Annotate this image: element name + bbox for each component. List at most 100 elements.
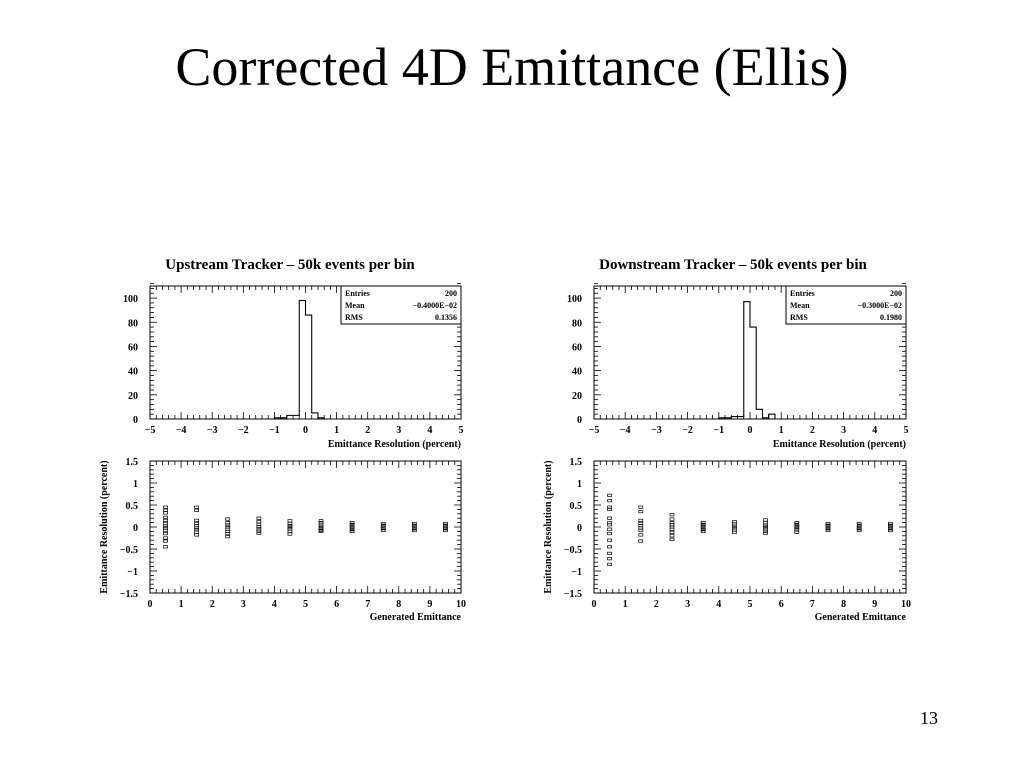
x-tick-label: 0 (592, 599, 597, 610)
y-tick-label: 1 (577, 479, 582, 490)
data-point (794, 526, 800, 530)
x-axis-label: Emittance Resolution (percent) (773, 439, 906, 450)
y-tick-label: 20 (128, 391, 138, 402)
data-point (443, 527, 448, 531)
chart-title: Upstream Tracker – 50k events per bin (165, 257, 415, 273)
data-point (888, 527, 893, 531)
data-point (763, 521, 768, 525)
x-tick-label: −5 (145, 425, 156, 436)
data-point (412, 521, 417, 526)
histogram-bar (299, 301, 305, 419)
x-tick-label: 8 (396, 599, 401, 610)
stats-value: −0.3000E−02 (858, 301, 902, 310)
x-tick-label: 5 (748, 599, 753, 610)
data-point (607, 562, 612, 566)
data-point (194, 530, 199, 534)
data-point (700, 526, 706, 530)
histogram-outline (150, 299, 461, 420)
x-tick-label: 9 (427, 599, 432, 610)
data-point (607, 538, 612, 542)
data-point (256, 520, 262, 524)
data-point (194, 533, 199, 537)
data-point (380, 528, 386, 533)
y-tick-label: 0.5 (570, 501, 583, 512)
x-axis-label: Generated Emittance (370, 612, 462, 623)
data-point (349, 521, 355, 525)
data-point (607, 507, 612, 511)
data-point (349, 524, 355, 528)
data-point (856, 521, 862, 526)
stats-label: Mean (790, 301, 810, 310)
data-point (380, 523, 386, 527)
data-point (256, 531, 262, 535)
data-point (638, 539, 644, 543)
data-point (287, 532, 293, 536)
data-point (349, 522, 355, 526)
y-tick-label: −1 (571, 567, 582, 578)
x-tick-label: −3 (207, 425, 218, 436)
data-point (194, 518, 199, 522)
upstream-histogram: Upstream Tracker – 50k events per bin −5 −… (123, 257, 464, 450)
x-axis-label: Emittance Resolution (percent) (328, 439, 461, 450)
y-axis-label: Emittance Resolution (percent) (99, 460, 110, 593)
data-point (318, 529, 324, 533)
data-point (825, 525, 831, 529)
data-point (225, 517, 231, 521)
x-tick-label: 7 (365, 599, 370, 610)
x-tick-label: 0 (303, 425, 308, 436)
data-point (700, 521, 706, 525)
data-point (163, 518, 168, 522)
y-tick-label: 0 (133, 415, 138, 426)
data-point (225, 535, 231, 539)
data-point (763, 525, 768, 529)
y-tick-label: 60 (572, 342, 582, 353)
y-tick-label: 0 (577, 523, 582, 534)
data-point (888, 525, 893, 529)
downstream-histogram: Downstream Tracker – 50k events per bin −… (567, 257, 909, 450)
data-point (256, 525, 262, 529)
data-point (163, 515, 168, 519)
x-tick-label: −4 (176, 425, 187, 436)
x-tick-label: 2 (365, 425, 370, 436)
data-point (669, 537, 675, 541)
data-point (794, 522, 800, 526)
data-point (287, 525, 293, 529)
data-point (194, 505, 199, 509)
data-point (443, 528, 448, 533)
data-point (163, 505, 168, 509)
stats-box: Entries 200 Mean −0.4000E−02 RMS 0.1356 (340, 285, 462, 325)
data-point (888, 521, 893, 526)
x-tick-label: 4 (427, 425, 432, 436)
x-tick-label: 3 (841, 425, 846, 436)
x-tick-label: −4 (620, 425, 631, 436)
data-point (669, 517, 675, 521)
stats-box-frame (340, 285, 462, 325)
x-tick-label: 4 (872, 425, 877, 436)
y-tick-label: 0 (133, 523, 138, 534)
data-point (794, 530, 800, 534)
data-point (700, 528, 706, 532)
y-tick-label: 1 (133, 479, 138, 490)
data-point (318, 525, 324, 529)
data-point (700, 522, 706, 526)
data-point (669, 513, 675, 517)
x-tick-label: 3 (241, 599, 246, 610)
x-tick-label: 1 (623, 599, 628, 610)
x-tick-label: 8 (841, 599, 846, 610)
data-point (638, 510, 644, 514)
x-axis-label: Generated Emittance (815, 612, 907, 623)
data-point (318, 523, 324, 527)
x-tick-label: 5 (459, 425, 464, 436)
data-point (256, 529, 262, 533)
slide-number: 13 (920, 708, 938, 728)
y-tick-label: 100 (567, 294, 582, 305)
chart-title: Downstream Tracker – 50k events per bin (599, 257, 867, 273)
data-point (163, 524, 168, 528)
data-point (380, 525, 386, 529)
x-tick-label: −2 (238, 425, 249, 436)
x-tick-label: −1 (269, 425, 280, 436)
data-point (669, 534, 675, 538)
y-axis-label: Emittance Resolution (percent) (543, 460, 554, 593)
data-point (607, 527, 612, 531)
data-point (825, 528, 831, 533)
